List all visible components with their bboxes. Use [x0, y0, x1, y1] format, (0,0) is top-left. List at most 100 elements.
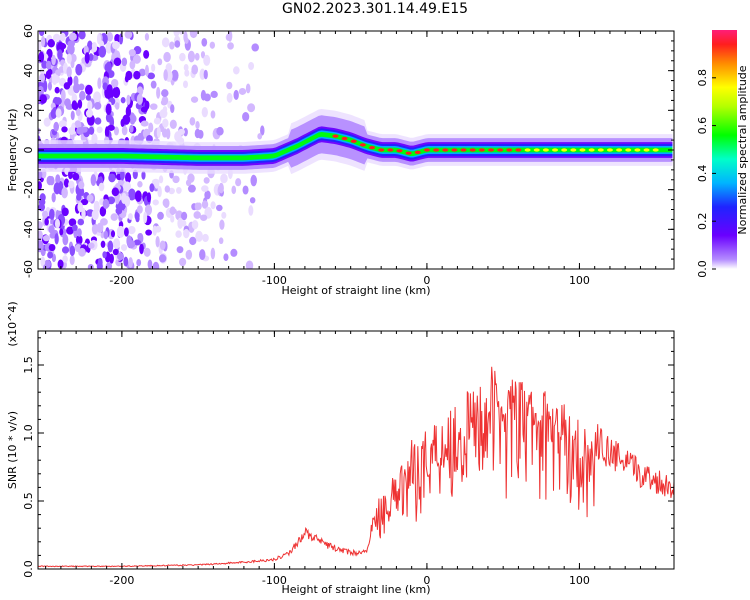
colorbar-gradient [712, 30, 737, 269]
spectrogram-peak [606, 148, 613, 152]
snr-ticks: -200 -100 0 100 0.0 0.5 1.0 1.5 [22, 331, 674, 587]
spectrogram-cell [231, 185, 237, 195]
spectrogram-cell [66, 66, 72, 78]
spectrogram-cell [116, 225, 125, 238]
colorbar-tick-label: 0.0 [696, 260, 709, 278]
spectrogram-cell [42, 234, 50, 242]
spectrogram-cell [78, 247, 86, 257]
spectrogram-cell [91, 224, 99, 235]
spectrogram-cell [170, 69, 179, 81]
y-tick-label: 0.5 [22, 492, 35, 510]
spectrogram-cell [98, 45, 107, 58]
spectrogram-cell [144, 64, 149, 77]
spectrogram-peak [506, 148, 513, 152]
spectrogram-peak [515, 148, 522, 152]
spectrogram-cell [64, 98, 71, 107]
spectrogram-peak [497, 148, 504, 152]
spectrogram-cell [66, 53, 72, 64]
spectrogram-cell [176, 246, 184, 254]
spectrogram-cell [257, 133, 263, 140]
spectrogram-cell [38, 181, 42, 190]
spectrogram-cell [39, 31, 45, 37]
spectrogram-cell [204, 190, 211, 200]
spectrogram-cell [129, 60, 136, 70]
spectrogram-cell [102, 198, 110, 210]
spectrogram-peak [387, 148, 394, 152]
spectrogram-cell [38, 230, 43, 241]
spectrogram-cell [153, 117, 161, 125]
spectrogram-cell [140, 120, 149, 127]
spectrogram-cell [144, 100, 150, 110]
spectrogram-cell [248, 205, 254, 216]
spectrogram-cell [110, 213, 118, 221]
spectrogram-cell [54, 97, 62, 105]
spectrogram-y-axis-label: Frequency (Hz) [6, 109, 19, 192]
spectrogram-cell [88, 242, 95, 249]
spectrogram-cell [218, 182, 224, 194]
spectrogram-cell [156, 86, 161, 99]
spectrogram-cell [43, 117, 51, 127]
spectrogram-cell [196, 202, 202, 210]
spectrogram-cell [38, 240, 44, 253]
spectrogram-heatmap [38, 31, 673, 269]
spectrogram-cell [55, 174, 61, 184]
spectrogram-cell [45, 60, 52, 70]
snr-x-axis-label: Height of straight line (km) [281, 583, 430, 596]
spectrogram-cell [143, 49, 150, 59]
spectrogram-cell [226, 81, 233, 90]
spectrogram-cell [128, 257, 133, 268]
snr-y-multiplier: (x10^4) [6, 301, 19, 346]
spectrogram-peak [396, 149, 403, 153]
spectrogram-cell [107, 124, 115, 131]
spectrogram-cell [77, 218, 85, 226]
spectrogram-cell [51, 192, 56, 203]
spectrogram-cell [96, 33, 102, 45]
spectrogram-cell [154, 225, 162, 233]
spectrogram-cell [201, 37, 208, 47]
spectrogram-cell [145, 229, 153, 236]
spectrogram-cell [54, 233, 59, 245]
spectrogram-cell [112, 40, 120, 50]
spectrogram-peak [542, 148, 549, 152]
spectrogram-cell [191, 64, 199, 75]
spectrogram-band [38, 130, 673, 162]
spectrogram-cell [126, 94, 131, 106]
spectrogram-cell [128, 213, 133, 220]
spectrogram-cell [86, 194, 94, 203]
x-tick-label: -100 [262, 274, 287, 287]
spectrogram-cell [97, 257, 103, 268]
spectrogram-peak [570, 148, 577, 152]
spectrogram-cell [177, 217, 184, 229]
spectrogram-cell [177, 128, 186, 135]
spectrogram-peak [451, 148, 458, 152]
y-tick-label: 1.5 [22, 356, 35, 374]
spectrogram-cell [43, 80, 48, 93]
spectrogram-cell [94, 101, 102, 110]
spectrogram-cell [76, 228, 82, 237]
spectrogram-cell [67, 40, 76, 48]
page-title: GN02.2023.301.14.49.E15 [281, 1, 469, 17]
spectrogram-cell [73, 82, 81, 94]
spectrogram-cell [210, 247, 216, 260]
spectrogram-peak [616, 148, 623, 152]
spectrogram-cell [125, 172, 132, 184]
spectrogram-cell [39, 73, 46, 83]
spectrogram-cell [127, 225, 136, 235]
spectrogram-cell [136, 258, 142, 267]
spectrogram-cell [184, 69, 190, 77]
spectrogram-cell [193, 211, 201, 219]
spectrogram-cell [219, 219, 225, 230]
spectrogram-cell [194, 52, 200, 61]
spectrogram-cell [119, 169, 125, 181]
spectrogram-peak [597, 148, 604, 152]
spectrogram-cell [194, 128, 201, 139]
spectrogram-cell [235, 178, 242, 187]
spectrogram-cell [75, 234, 83, 245]
spectrogram-cell [81, 207, 86, 220]
snr-panel: -200 -100 0 100 0.0 0.5 1.0 1.5 Height of strai… [6, 301, 675, 596]
spectrogram-cell [93, 200, 100, 213]
spectrogram-cell [50, 108, 57, 120]
spectrogram-cell [187, 184, 196, 193]
spectrogram-cell [54, 86, 60, 94]
spectrogram-cell [159, 240, 166, 250]
